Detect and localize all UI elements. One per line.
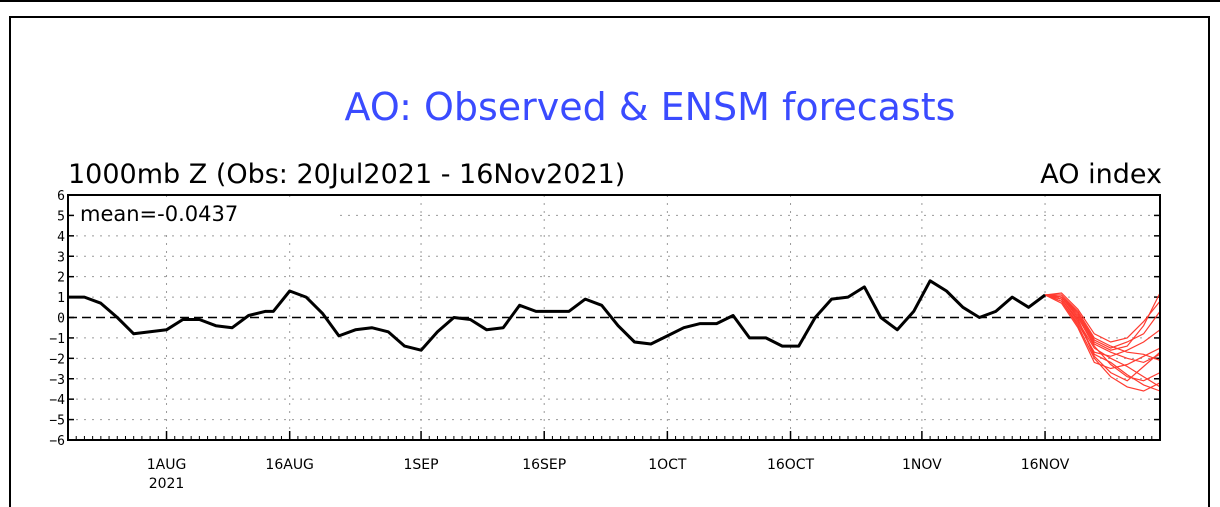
y-tick-label: 5 — [57, 209, 65, 224]
forecast-member-line — [1044, 294, 1161, 357]
y-tick-label: 4 — [57, 230, 65, 245]
x-tick-label: 16NOV — [1021, 457, 1070, 473]
forecast-member-line — [1045, 292, 1161, 343]
mean-annotation-bg — [74, 199, 336, 229]
frame-left-border — [9, 16, 11, 507]
forecast-member-line — [1045, 294, 1161, 349]
frame-top-border — [0, 0, 1220, 2]
frame-inner-top-border — [9, 16, 1210, 18]
x-tick-label: 16SEP — [522, 457, 566, 473]
y-tick-label: 6 — [57, 189, 65, 204]
y-tick-label: 2 — [57, 271, 65, 286]
x-tick-label: 16AUG — [265, 457, 314, 473]
y-tick-label: −1 — [49, 332, 65, 347]
y-tick-label: 1 — [57, 291, 65, 306]
chart-title: AO: Observed & ENSM forecasts — [345, 85, 956, 129]
frame-right-border — [1208, 16, 1210, 507]
x-tick-label: 1OCT — [648, 457, 687, 473]
forecast-member-line — [1044, 294, 1161, 388]
forecast-member-line — [1044, 294, 1161, 382]
y-tick-label: −6 — [49, 434, 65, 449]
x-tick-label: 1AUG — [147, 457, 187, 473]
y-tick-label: −5 — [49, 414, 65, 429]
x-axis-ticks: 1AUG 2021 16AUG 1SEP 16SEP 1OCT 16OCT 1NOV 16NOV — [67, 431, 1161, 492]
x-tick-label: 1SEP — [404, 457, 439, 473]
forecast-member-line — [1045, 294, 1161, 361]
x-tick-label: 16OCT — [767, 457, 815, 473]
x-tick-label: 1NOV — [902, 457, 942, 473]
y-tick-label: 3 — [57, 250, 65, 265]
y-tick-label: −2 — [49, 352, 65, 367]
y-tick-label: 0 — [57, 312, 65, 327]
grid-lines — [68, 195, 1160, 440]
y-tick-label: −3 — [49, 373, 65, 388]
x-tick-sublabel: 2021 — [149, 476, 185, 492]
y-tick-label: −4 — [49, 393, 65, 408]
observed-series-line — [68, 279, 1046, 352]
plot-area-border — [67, 194, 1161, 441]
y-axis-ticks: −6 −5 −4 −3 −2 −1 0 1 2 3 4 5 6 — [49, 189, 1160, 449]
forecast-member-line — [1044, 294, 1161, 370]
chart-subtitle: 1000mb Z (Obs: 20Jul2021 - 16Nov2021) — [68, 159, 625, 190]
y-axis-label: AO index — [1040, 159, 1162, 190]
mean-annotation: mean=-0.0437 — [80, 202, 238, 226]
forecast-members — [1044, 292, 1161, 392]
